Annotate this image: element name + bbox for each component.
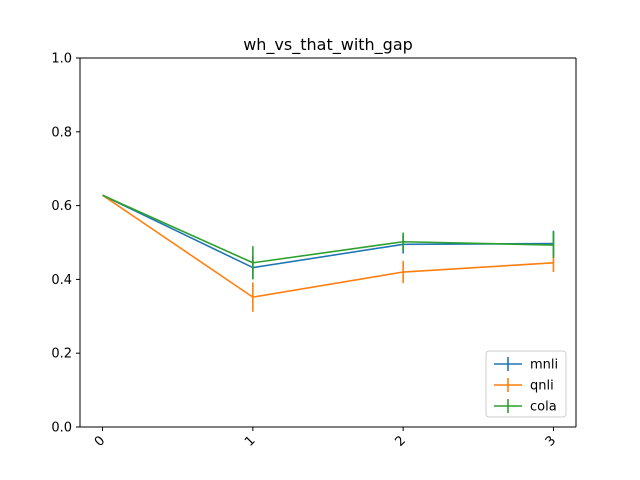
legend-entry-cola: cola bbox=[494, 399, 557, 415]
legend-label: cola bbox=[530, 400, 557, 415]
legend-label: mnli bbox=[530, 358, 558, 373]
legend-box bbox=[485, 350, 567, 418]
y-tick-label: 0.4 bbox=[51, 273, 72, 288]
y-tick-label: 0.6 bbox=[51, 199, 72, 214]
y-tick-label: 0.8 bbox=[51, 125, 72, 140]
series-cola bbox=[102, 194, 555, 280]
y-tick-label: 1.0 bbox=[51, 52, 72, 67]
legend-entry-qnli: qnli bbox=[494, 378, 554, 394]
y-tick-label: 0.0 bbox=[51, 421, 72, 436]
chart-title: wh_vs_that_with_gap bbox=[243, 35, 413, 55]
axes-layer: 0.00.20.40.60.81.00 1 2 3 bbox=[51, 52, 577, 450]
series-line-cola bbox=[102, 194, 554, 264]
axes-frame bbox=[79, 57, 577, 428]
y-tick-label: 0.2 bbox=[51, 347, 72, 362]
series-line-qnli bbox=[102, 194, 554, 298]
legend: mnli qnli cola bbox=[485, 350, 567, 418]
legend-entry-mnli: mnli bbox=[494, 357, 558, 373]
legend-label: qnli bbox=[530, 379, 554, 394]
series-layer bbox=[102, 194, 555, 312]
